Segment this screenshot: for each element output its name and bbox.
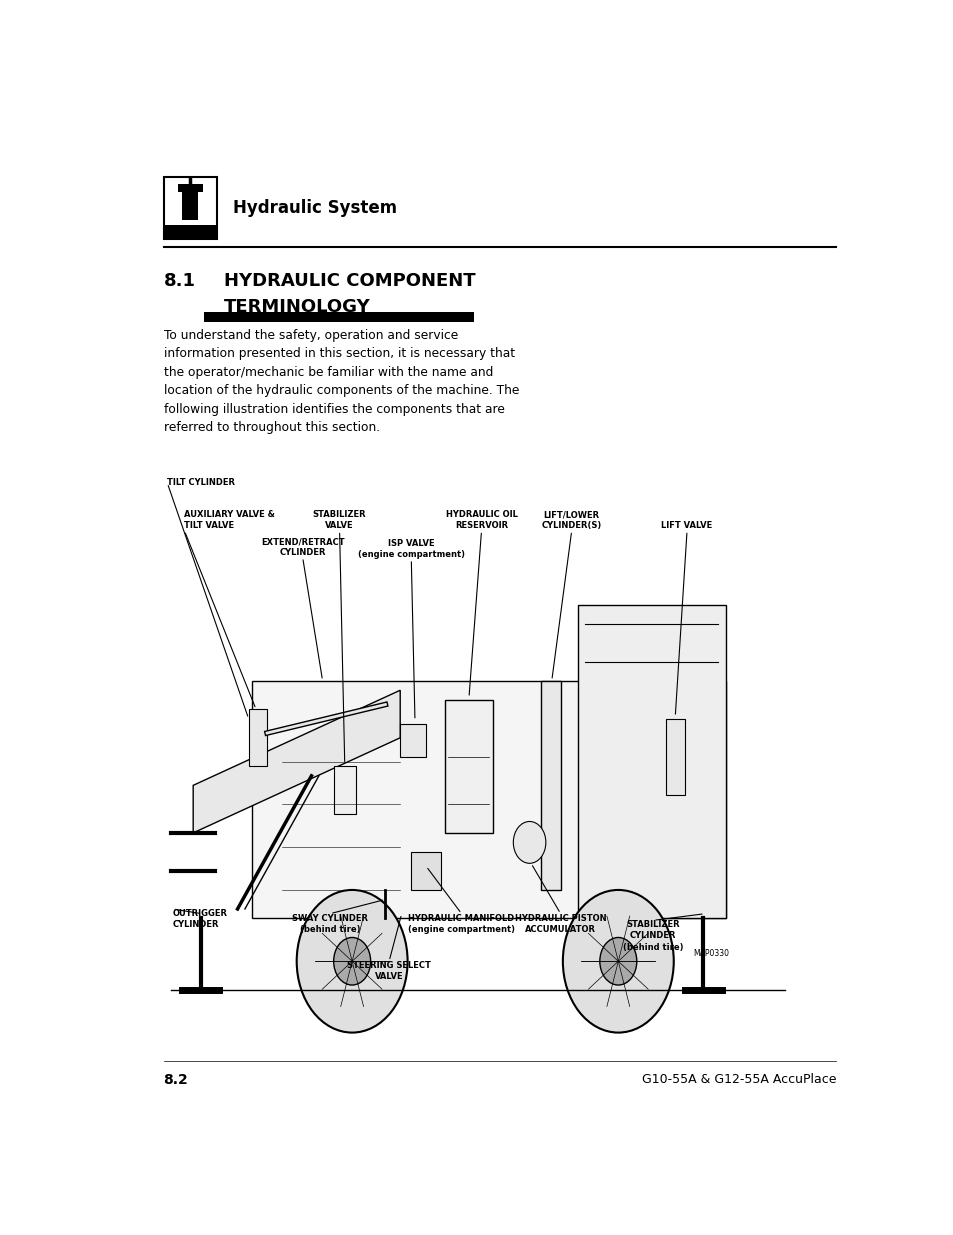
Text: To understand the safety, operation and service
information presented in this se: To understand the safety, operation and … [164,329,518,435]
Text: LIFT VALVE: LIFT VALVE [660,521,712,531]
FancyBboxPatch shape [334,766,355,814]
Text: HYDRAULIC PISTON
ACCUMULATOR: HYDRAULIC PISTON ACCUMULATOR [515,914,606,934]
Text: HYDRAULIC MANIFOLD
(engine compartment): HYDRAULIC MANIFOLD (engine compartment) [408,914,515,934]
FancyBboxPatch shape [164,177,216,238]
Text: SWAY CYLINDER
(behind tire): SWAY CYLINDER (behind tire) [292,914,368,934]
FancyBboxPatch shape [249,709,267,766]
Circle shape [296,890,407,1032]
Text: STABILIZER
CYLINDER
(behind tire): STABILIZER CYLINDER (behind tire) [622,920,682,952]
Circle shape [599,937,637,986]
Text: 8.2: 8.2 [164,1072,188,1087]
FancyBboxPatch shape [400,724,426,757]
FancyBboxPatch shape [177,184,203,191]
FancyBboxPatch shape [182,190,198,220]
Text: ISP VALVE
(engine compartment): ISP VALVE (engine compartment) [357,538,464,559]
Text: LIFT/LOWER
CYLINDER(S): LIFT/LOWER CYLINDER(S) [541,510,601,531]
FancyBboxPatch shape [540,680,560,890]
FancyBboxPatch shape [444,700,492,832]
Circle shape [513,821,545,863]
Circle shape [334,937,370,986]
Text: AUXILIARY VALVE &
TILT VALVE: AUXILIARY VALVE & TILT VALVE [184,510,274,531]
Text: OUTRIGGER
CYLINDER: OUTRIGGER CYLINDER [172,909,227,929]
Text: STEERING SELECT
VALVE: STEERING SELECT VALVE [347,961,431,982]
FancyBboxPatch shape [411,852,440,890]
Polygon shape [252,680,724,919]
Text: EXTEND/RETRACT
CYLINDER: EXTEND/RETRACT CYLINDER [260,537,344,557]
Polygon shape [193,690,400,832]
FancyBboxPatch shape [164,225,216,238]
Text: MAP0330: MAP0330 [693,948,728,958]
Circle shape [562,890,673,1032]
Text: G10-55A & G12-55A AccuPlace: G10-55A & G12-55A AccuPlace [641,1072,836,1086]
Text: Hydraulic System: Hydraulic System [233,199,396,216]
Text: HYDRAULIC COMPONENT: HYDRAULIC COMPONENT [224,272,476,290]
Text: 8.1: 8.1 [164,272,195,290]
Polygon shape [577,605,724,919]
FancyBboxPatch shape [204,311,474,322]
Text: STABILIZER
VALVE: STABILIZER VALVE [313,510,366,531]
Text: TERMINOLOGY: TERMINOLOGY [224,299,371,316]
Text: TILT CYLINDER: TILT CYLINDER [167,478,235,488]
Text: HYDRAULIC OIL
RESERVOIR: HYDRAULIC OIL RESERVOIR [445,510,517,531]
FancyBboxPatch shape [665,719,684,795]
